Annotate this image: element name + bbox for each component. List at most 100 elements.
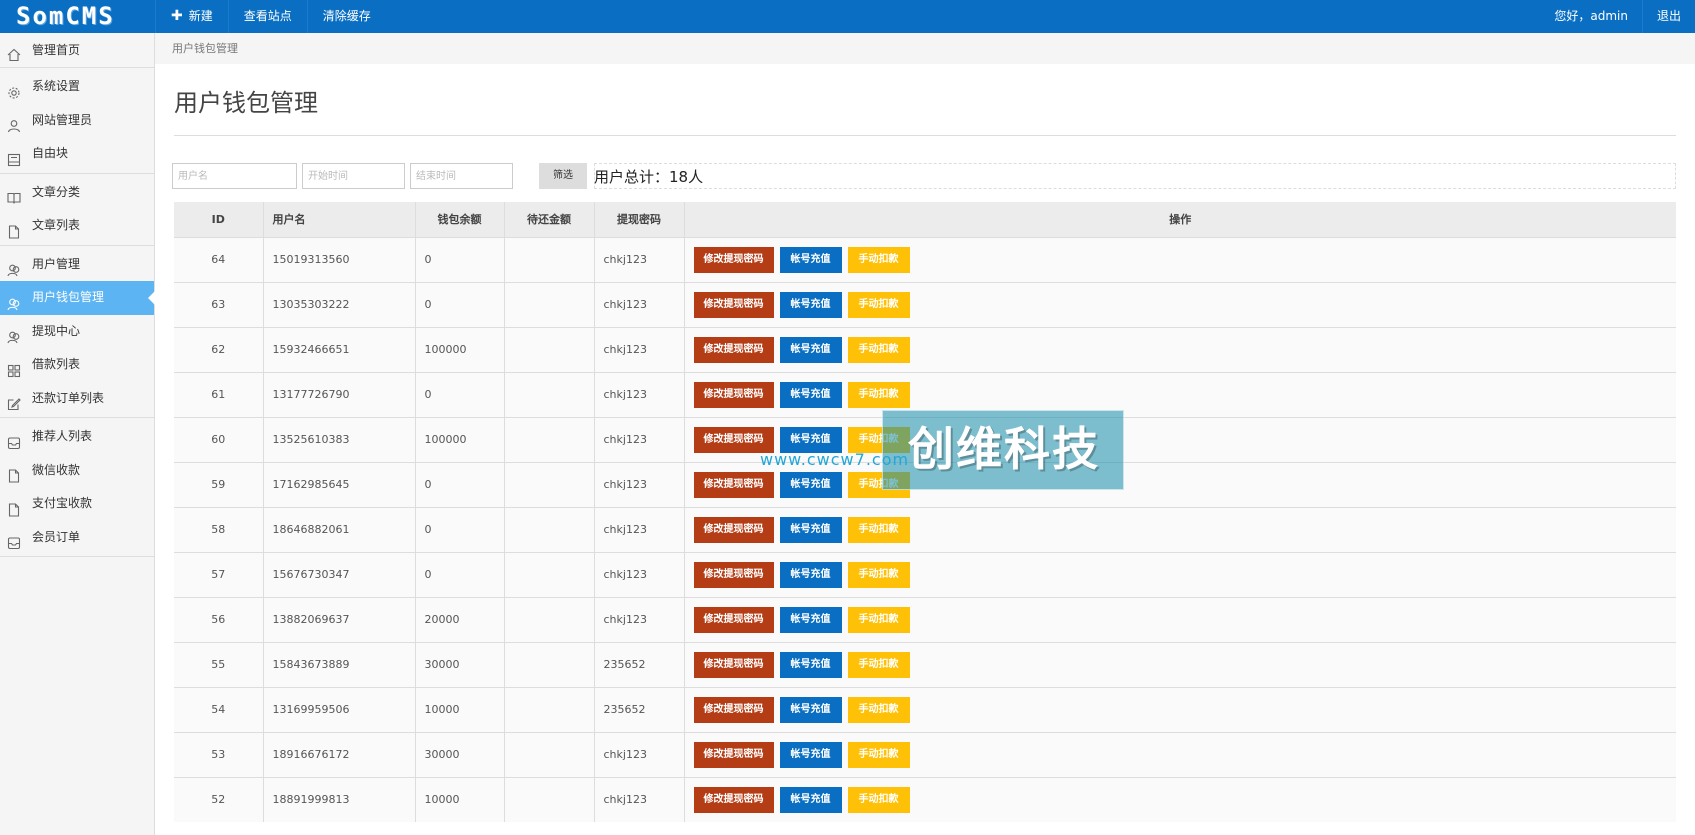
deduct-button[interactable]: 手动扣款 — [847, 291, 910, 318]
table-header-row: ID 用户名 钱包余额 待还金额 提现密码 操作 — [174, 202, 1676, 237]
change-pwd-button[interactable]: 修改提现密码 — [693, 381, 774, 408]
sidebar-item[interactable]: 管理首页 — [0, 35, 154, 65]
sidebar-item[interactable]: 提现中心 — [0, 315, 154, 349]
recharge-button[interactable]: 帐号充值 — [779, 381, 842, 408]
sidebar-item[interactable]: 系统设置 — [0, 70, 154, 104]
cell-actions: 修改提现密码 帐号充值 手动扣款 — [684, 506, 1676, 552]
cell-due — [504, 326, 595, 372]
recharge-button[interactable]: 帐号充值 — [779, 651, 842, 678]
sidebar-item[interactable]: 文章列表 — [0, 209, 154, 243]
app-logo[interactable]: SomCMS — [16, 2, 115, 30]
table-row: 58 18646882061 0 chkj123 修改提现密码 帐号充值 手动扣款 — [174, 506, 1676, 552]
new-button[interactable]: ✚ 新建 — [155, 0, 228, 33]
deduct-button[interactable]: 手动扣款 — [847, 516, 910, 543]
deduct-button[interactable]: 手动扣款 — [847, 246, 910, 273]
users-icon — [7, 324, 21, 344]
sidebar-item[interactable]: 借款列表 — [0, 348, 154, 382]
sidebar-item[interactable]: 会员订单 — [0, 521, 154, 555]
cell-due — [504, 461, 595, 507]
file-icon — [7, 219, 21, 239]
recharge-button[interactable]: 帐号充值 — [779, 516, 842, 543]
logout-link[interactable]: 退出 — [1641, 0, 1695, 33]
filter-bar: 筛选 用户总计：18人 — [172, 163, 1676, 189]
recharge-button[interactable]: 帐号充值 — [779, 606, 842, 633]
change-pwd-button[interactable]: 修改提现密码 — [693, 741, 774, 768]
recharge-button[interactable]: 帐号充值 — [779, 291, 842, 318]
col-actions: 操作 — [684, 202, 1676, 237]
deduct-button[interactable]: 手动扣款 — [847, 786, 910, 813]
breadcrumb: 用户钱包管理 — [155, 33, 1695, 64]
col-username: 用户名 — [263, 202, 416, 237]
cell-actions: 修改提现密码 帐号充值 手动扣款 — [684, 776, 1676, 822]
col-withdraw-pwd: 提现密码 — [594, 202, 685, 237]
change-pwd-button[interactable]: 修改提现密码 — [693, 516, 774, 543]
deduct-button[interactable]: 手动扣款 — [847, 696, 910, 723]
table-row: 64 15019313560 0 chkj123 修改提现密码 帐号充值 手动扣款 — [174, 236, 1676, 282]
users-icon — [7, 257, 21, 277]
change-pwd-button[interactable]: 修改提现密码 — [693, 246, 774, 273]
recharge-button[interactable]: 帐号充值 — [779, 786, 842, 813]
recharge-button[interactable]: 帐号充值 — [779, 426, 842, 453]
deduct-button[interactable]: 手动扣款 — [847, 651, 910, 678]
sidebar-item[interactable]: 还款订单列表 — [0, 382, 154, 416]
sidebar-item-label: 网站管理员 — [32, 112, 93, 127]
table-row: 61 13177726790 0 chkj123 修改提现密码 帐号充值 手动扣款 — [174, 371, 1676, 417]
table-row: 60 13525610383 100000 chkj123 修改提现密码 帐号充值 手动扣款 — [174, 416, 1676, 462]
change-pwd-button[interactable]: 修改提现密码 — [693, 471, 774, 498]
cell-actions: 修改提现密码 帐号充值 手动扣款 — [684, 686, 1676, 732]
recharge-button[interactable]: 帐号充值 — [779, 246, 842, 273]
deduct-button[interactable]: 手动扣款 — [847, 336, 910, 363]
recharge-button[interactable]: 帐号充值 — [779, 741, 842, 768]
change-pwd-button[interactable]: 修改提现密码 — [693, 696, 774, 723]
deduct-button[interactable]: 手动扣款 — [847, 381, 910, 408]
sidebar-item[interactable]: 文章分类 — [0, 176, 154, 210]
sidebar-item[interactable]: 自由块 — [0, 137, 154, 171]
user-greeting[interactable]: 您好，admin — [1554, 9, 1628, 23]
sidebar-item[interactable]: 用户钱包管理 — [0, 281, 154, 315]
change-pwd-button[interactable]: 修改提现密码 — [693, 651, 774, 678]
cell-actions: 修改提现密码 帐号充值 手动扣款 — [684, 596, 1676, 642]
cell-balance: 0 — [415, 236, 505, 282]
recharge-button[interactable]: 帐号充值 — [779, 696, 842, 723]
watermark-text: 创维科技 — [908, 422, 1100, 476]
cell-actions: 修改提现密码 帐号充值 手动扣款 — [684, 731, 1676, 777]
file-icon — [7, 497, 21, 517]
deduct-button[interactable]: 手动扣款 — [847, 561, 910, 588]
deduct-button[interactable]: 手动扣款 — [847, 741, 910, 768]
sidebar-item[interactable]: 网站管理员 — [0, 104, 154, 138]
sidebar-item[interactable]: 推荐人列表 — [0, 420, 154, 454]
change-pwd-button[interactable]: 修改提现密码 — [693, 336, 774, 363]
edit-icon — [7, 391, 21, 411]
sidebar-item[interactable]: 支付宝收款 — [0, 487, 154, 521]
end-time-input[interactable] — [410, 163, 513, 189]
recharge-button[interactable]: 帐号充值 — [779, 561, 842, 588]
cell-username: 15019313560 — [263, 236, 416, 282]
sidebar-item[interactable]: 用户管理 — [0, 248, 154, 282]
cell-username: 18891999813 — [263, 776, 416, 822]
sidebar-item-label: 用户钱包管理 — [32, 290, 105, 304]
cell-due — [504, 506, 595, 552]
view-site-link[interactable]: 查看站点 — [227, 0, 307, 33]
watermark-badge: 创维科技 — [882, 410, 1124, 490]
recharge-button[interactable]: 帐号充值 — [779, 336, 842, 363]
change-pwd-button[interactable]: 修改提现密码 — [693, 426, 774, 453]
cell-username: 15932466651 — [263, 326, 416, 372]
username-input[interactable] — [172, 163, 297, 189]
start-time-input[interactable] — [302, 163, 405, 189]
clear-cache-link[interactable]: 清除缓存 — [306, 0, 386, 33]
cell-username: 17162985645 — [263, 461, 416, 507]
sidebar-item[interactable]: 微信收款 — [0, 454, 154, 488]
cell-due — [504, 686, 595, 732]
cell-balance: 10000 — [415, 776, 505, 822]
change-pwd-button[interactable]: 修改提现密码 — [693, 606, 774, 633]
change-pwd-button[interactable]: 修改提现密码 — [693, 786, 774, 813]
cell-balance: 30000 — [415, 641, 505, 687]
deduct-button[interactable]: 手动扣款 — [847, 606, 910, 633]
cell-username: 13177726790 — [263, 371, 416, 417]
change-pwd-button[interactable]: 修改提现密码 — [693, 291, 774, 318]
sidebar-group: 管理首页 — [0, 33, 154, 68]
filter-button[interactable]: 筛选 — [539, 163, 587, 189]
recharge-button[interactable]: 帐号充值 — [779, 471, 842, 498]
cell-actions: 修改提现密码 帐号充值 手动扣款 — [684, 281, 1676, 327]
change-pwd-button[interactable]: 修改提现密码 — [693, 561, 774, 588]
